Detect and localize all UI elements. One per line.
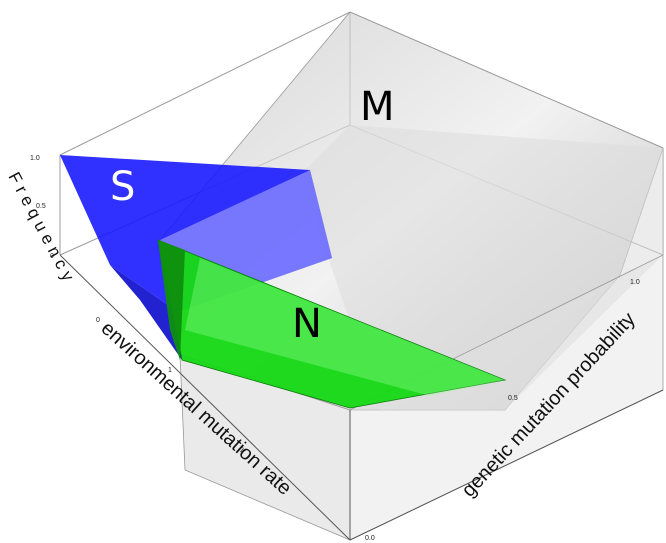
bounding-box-front <box>59 254 664 541</box>
z-axis-label: Frequency <box>4 169 80 289</box>
y-tick-05: 0.5 <box>508 395 518 402</box>
surface-N <box>157 239 507 409</box>
z-axis: 1.0 0.5 0 Frequency <box>4 155 80 289</box>
x-tick-1: 1 <box>168 367 172 374</box>
x-tick-2: 2 <box>240 447 244 454</box>
z-tick-max: 1.0 <box>30 155 40 162</box>
y-tick-0: 0.0 <box>365 535 375 542</box>
y-tick-1: 1.0 <box>630 279 640 286</box>
x-tick-0: 0 <box>96 317 100 324</box>
surface-label-N: N <box>292 301 322 347</box>
z-tick-mid: 0.5 <box>36 203 46 210</box>
surface-label-S: S <box>110 164 135 210</box>
z-tick-min: 0 <box>50 253 54 260</box>
surface-label-M: M <box>360 84 395 130</box>
